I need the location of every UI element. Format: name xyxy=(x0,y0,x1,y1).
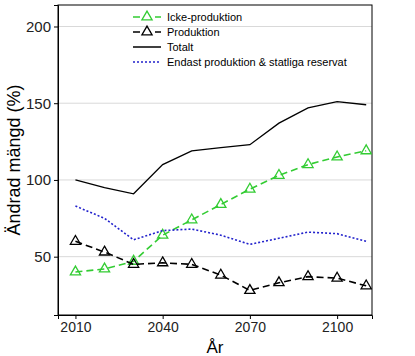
y-tick-mark xyxy=(54,257,58,258)
series-marker xyxy=(216,269,226,278)
chart: 2010 2040 2070 2100 50 100 150 200 År Ändrad mäng… xyxy=(0,0,415,356)
legend-marker xyxy=(142,11,152,20)
series-marker xyxy=(245,285,255,294)
series-marker xyxy=(332,151,342,160)
y-axis: 50 100 150 200 xyxy=(26,6,59,316)
data-area xyxy=(70,102,371,294)
y-tick-label: 150 xyxy=(26,95,51,112)
series-marker xyxy=(70,235,80,244)
grid-line xyxy=(58,256,372,257)
y-tick: 50 xyxy=(34,248,58,265)
series-line xyxy=(75,206,366,244)
x-tick: 2100 xyxy=(322,315,353,335)
y-tick-label: 100 xyxy=(26,171,51,188)
series-marker xyxy=(187,258,197,267)
series-marker xyxy=(361,280,371,289)
series-marker xyxy=(99,246,109,255)
y-tick-mark xyxy=(54,26,58,27)
plot-background xyxy=(58,5,372,315)
y-tick: 150 xyxy=(26,95,58,112)
legend-label: Produktion xyxy=(167,26,220,38)
y-axis-title: Ändrad mängd (%) xyxy=(4,84,24,235)
y-tick-label: 50 xyxy=(34,248,51,265)
series-marker xyxy=(361,145,371,154)
series-marker xyxy=(245,183,255,192)
series-marker xyxy=(216,199,226,208)
x-tick: 2040 xyxy=(148,315,179,335)
plot-frame xyxy=(58,5,372,315)
series-marker xyxy=(70,266,80,275)
y-tick-mark xyxy=(54,103,58,104)
series-marker xyxy=(99,263,109,272)
y-tick: 200 xyxy=(26,18,58,35)
x-tick-label: 2010 xyxy=(60,319,91,335)
series-line xyxy=(75,102,366,194)
grid-line xyxy=(58,179,372,180)
series-marker xyxy=(187,214,197,223)
y-tick-mark xyxy=(54,180,58,181)
x-axis-title: År xyxy=(207,338,224,356)
series-marker xyxy=(274,169,284,178)
series-marker xyxy=(332,272,342,281)
legend-label: Icke-produktion xyxy=(167,11,242,23)
series-marker xyxy=(274,277,284,286)
x-tick: 2070 xyxy=(235,315,266,335)
grid-line xyxy=(58,103,372,104)
legend-swatch xyxy=(133,46,161,48)
x-tick-label: 2070 xyxy=(235,319,266,335)
legend-entry: Totalt xyxy=(133,41,193,53)
grid xyxy=(58,26,372,256)
series-line xyxy=(75,151,366,272)
x-tick: 2010 xyxy=(60,315,91,335)
legend-entry: Endast produktion & statliga reservat xyxy=(133,56,347,68)
series-marker xyxy=(128,258,138,267)
legend: Icke-produktion Produktion Totalt Endast pr… xyxy=(133,11,347,68)
series-line xyxy=(75,241,366,290)
legend-entry: Icke-produktion xyxy=(133,11,242,23)
legend-marker xyxy=(142,26,152,35)
series-marker xyxy=(303,159,313,168)
x-tick-label: 2100 xyxy=(322,319,353,335)
y-tick: 100 xyxy=(26,171,58,188)
series-marker xyxy=(158,257,168,266)
series-marker xyxy=(303,271,313,280)
y-tick-label: 200 xyxy=(26,18,51,35)
legend-entry: Produktion xyxy=(133,26,220,38)
x-tick-label: 2040 xyxy=(148,319,179,335)
legend-swatch xyxy=(133,61,161,63)
legend-label: Endast produktion & statliga reservat xyxy=(167,56,347,68)
legend-label: Totalt xyxy=(167,41,193,53)
x-axis: 2010 2040 2070 2100 xyxy=(59,315,373,335)
